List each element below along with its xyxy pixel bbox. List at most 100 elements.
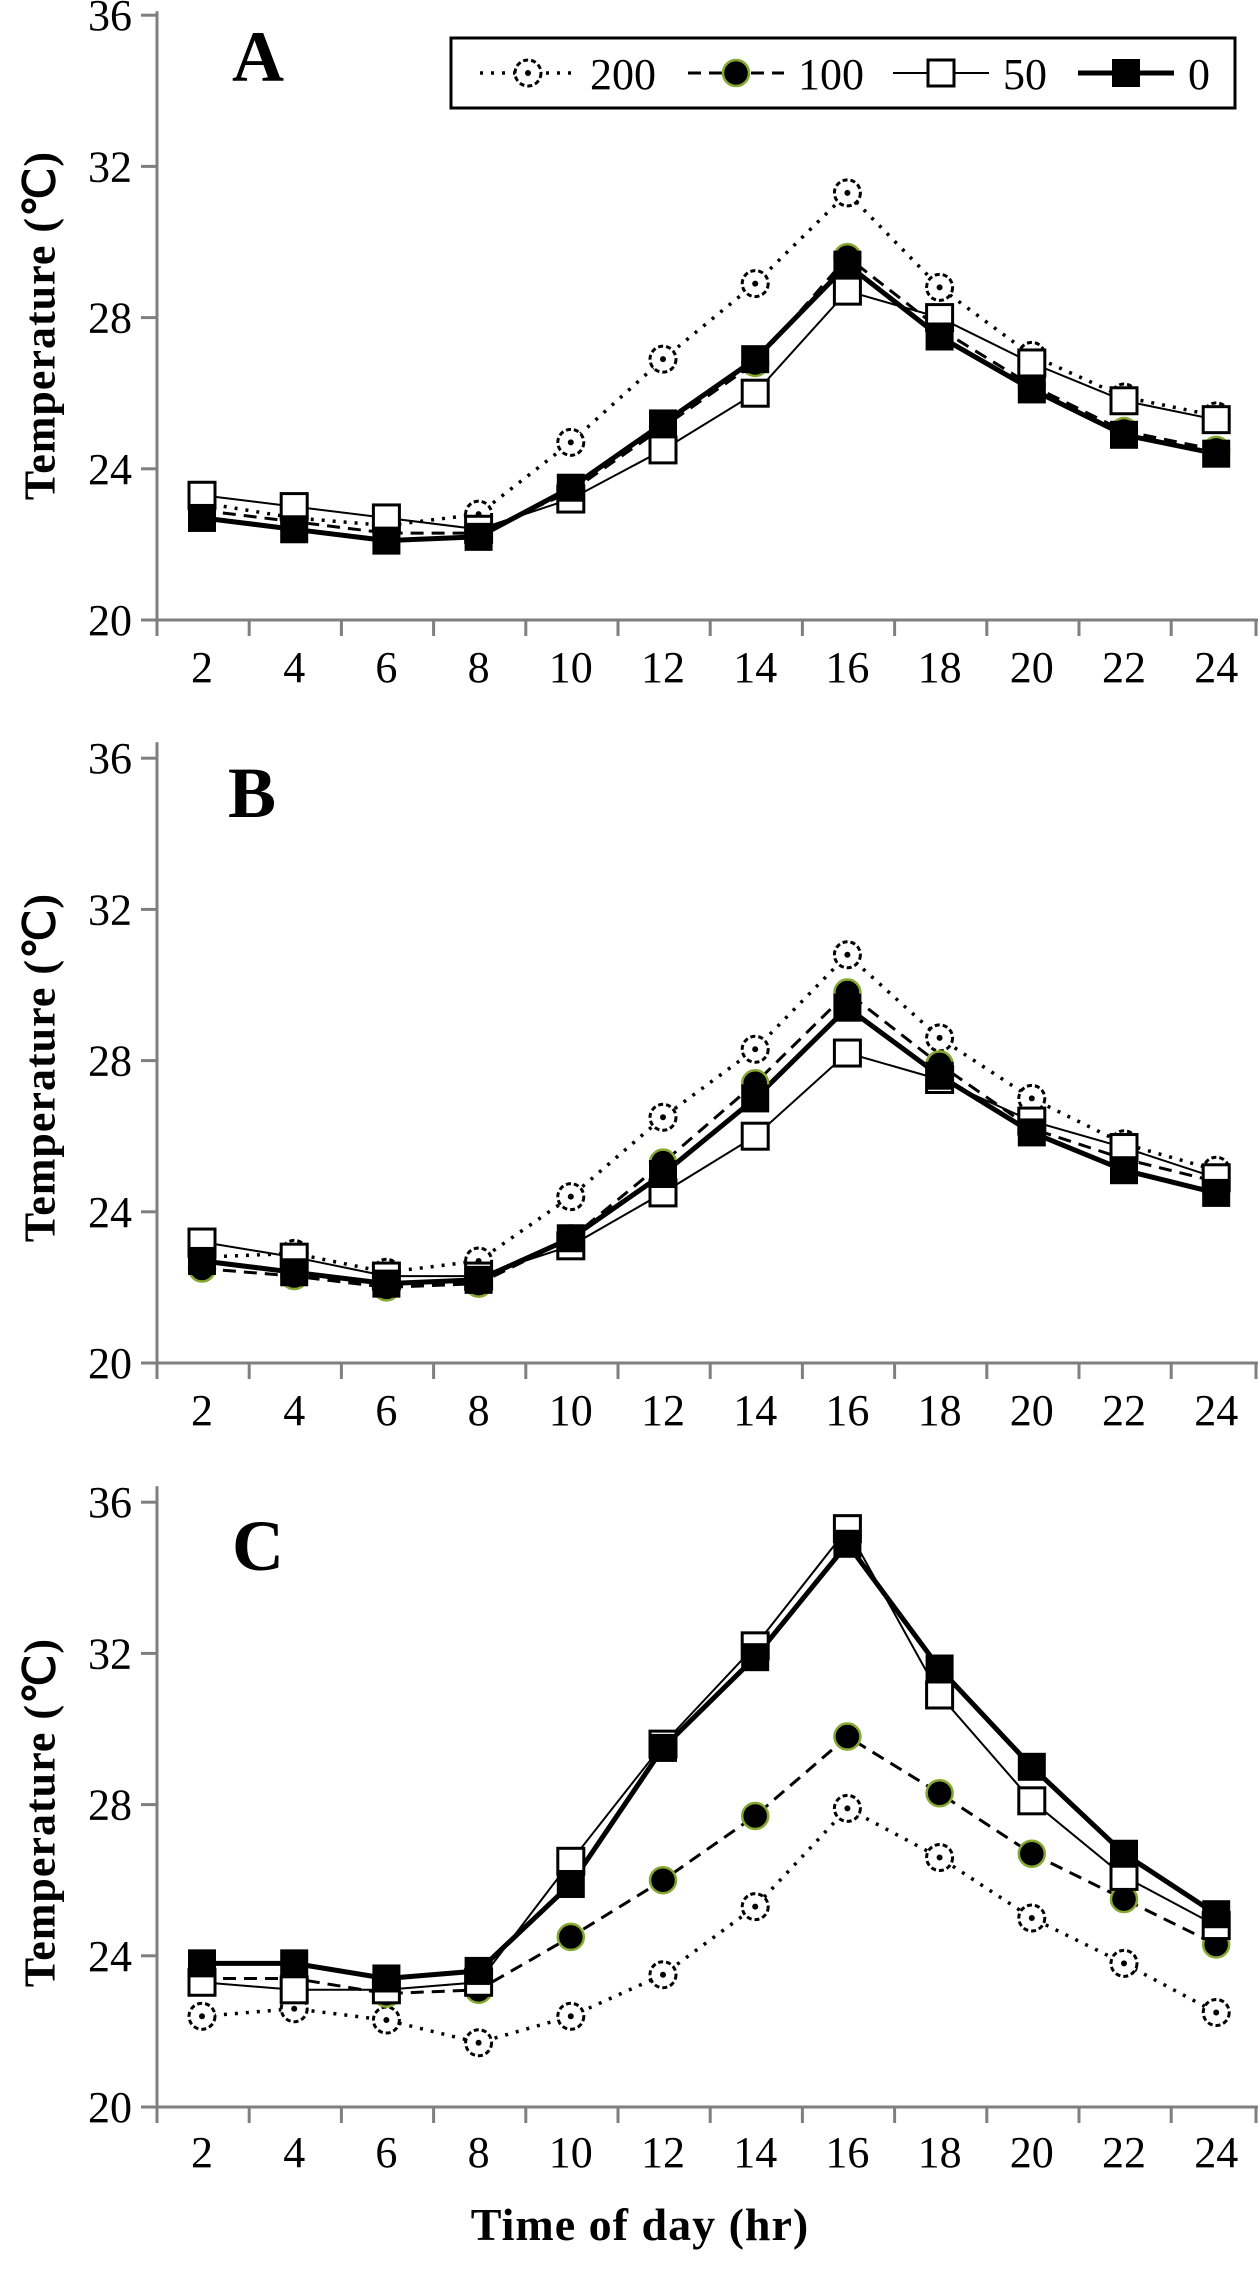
y-tick-label: 32 xyxy=(88,142,132,191)
marker-200-point-16 xyxy=(832,178,862,208)
y-tick-label: 32 xyxy=(88,1629,132,1678)
legend-item-50: 50 xyxy=(893,50,1047,99)
marker-50-point-16 xyxy=(832,1038,862,1068)
y-tick-label: 20 xyxy=(88,1339,132,1388)
series-line-100 xyxy=(202,1734,1217,1996)
marker-50-point-24 xyxy=(1201,405,1231,435)
marker-0-point-4 xyxy=(280,1258,309,1287)
marker-200-point-16 xyxy=(832,940,862,970)
y-tick-label: 20 xyxy=(88,596,132,645)
marker-200-point-6 xyxy=(371,2005,401,2035)
marker-200-point-14 xyxy=(740,269,770,299)
marker-200-point-14 xyxy=(740,1892,770,1922)
marker-50-point-10 xyxy=(556,1846,586,1876)
marker-100-point-18 xyxy=(925,1779,954,1808)
marker-0-point-20 xyxy=(1017,1118,1046,1147)
marker-0-point-16 xyxy=(833,250,862,279)
panel-letter-a: A xyxy=(232,17,284,97)
y-tick-label: 36 xyxy=(88,0,132,40)
marker-200-point-18 xyxy=(925,1843,955,1873)
marker-0-point-22 xyxy=(1110,1156,1138,1185)
marker-50-point-22 xyxy=(1109,386,1139,416)
y-tick-label: 36 xyxy=(88,734,132,783)
x-tick-label: 14 xyxy=(733,643,777,692)
legend-marker-0 xyxy=(1112,59,1140,87)
marker-200-point-2 xyxy=(187,2001,217,2031)
marker-200-point-18 xyxy=(925,1023,955,1053)
marker-50-point-18 xyxy=(925,1680,955,1710)
x-tick-label: 24 xyxy=(1194,2128,1238,2177)
x-tick-label: 8 xyxy=(468,2128,490,2177)
series-line-200 xyxy=(201,952,1217,1275)
marker-50-point-22 xyxy=(1109,1861,1139,1891)
marker-200-point-24 xyxy=(1201,1998,1231,2027)
marker-200-point-12 xyxy=(648,1102,678,1132)
series-line-200 xyxy=(201,1806,1218,2045)
x-tick-label: 2 xyxy=(191,643,213,692)
series-line-0 xyxy=(202,1539,1218,1982)
x-axis-title: Time of day (hr) xyxy=(470,2199,810,2250)
marker-0-point-12 xyxy=(649,409,677,438)
marker-0-point-6 xyxy=(372,526,401,555)
marker-0-point-10 xyxy=(556,1869,585,1898)
y-tick-label: 32 xyxy=(88,885,132,934)
x-tick-label: 6 xyxy=(375,2128,397,2177)
x-tick-label: 20 xyxy=(1010,1386,1054,1435)
marker-0-point-20 xyxy=(1017,375,1046,404)
y-tick-label: 24 xyxy=(88,1932,132,1981)
x-tick-label: 4 xyxy=(283,643,305,692)
y-tick-label: 28 xyxy=(88,294,132,343)
marker-100-point-12 xyxy=(648,1865,678,1895)
marker-0-point-16 xyxy=(833,993,862,1022)
x-tick-label: 6 xyxy=(375,643,397,692)
marker-200-point-16 xyxy=(832,1793,862,1823)
y-tick-label: 28 xyxy=(88,1781,132,1830)
x-tick-label: 2 xyxy=(191,2128,213,2177)
marker-0-point-12 xyxy=(649,1160,677,1188)
marker-0-point-22 xyxy=(1110,420,1138,449)
marker-200-point-20 xyxy=(1017,1903,1047,1933)
y-tick-label: 24 xyxy=(88,445,132,494)
x-tick-label: 14 xyxy=(733,2128,777,2177)
series-line-0 xyxy=(201,261,1217,544)
legend-label-100: 100 xyxy=(798,50,864,99)
x-tick-label: 20 xyxy=(1010,2128,1054,2177)
marker-200-point-22 xyxy=(1109,1948,1139,1978)
marker-100-point-16 xyxy=(833,1722,862,1751)
marker-0-point-4 xyxy=(280,515,309,544)
x-tick-label: 16 xyxy=(825,1386,869,1435)
y-tick-label: 36 xyxy=(88,1478,132,1527)
y-axis-title-panel-a: Temperature (℃) xyxy=(15,150,65,501)
marker-100-point-10 xyxy=(556,1922,586,1952)
series-line-100 xyxy=(201,255,1217,535)
marker-200-point-12 xyxy=(648,344,678,374)
marker-0-point-14 xyxy=(741,345,770,374)
y-tick-label: 24 xyxy=(88,1188,132,1237)
marker-100-point-14 xyxy=(740,1801,770,1831)
marker-50-point-14 xyxy=(740,1121,770,1151)
marker-0-point-24 xyxy=(1202,1178,1231,1207)
x-tick-label: 4 xyxy=(283,2128,305,2177)
marker-200-point-18 xyxy=(925,272,955,302)
series-line-0 xyxy=(201,1004,1217,1287)
legend-item-0: 0 xyxy=(1078,50,1210,99)
marker-200-point-14 xyxy=(740,1034,770,1064)
legend-item-200: 200 xyxy=(480,50,656,99)
marker-0-point-8 xyxy=(464,1956,493,1985)
x-tick-label: 18 xyxy=(918,643,962,692)
marker-0-point-18 xyxy=(925,1061,954,1090)
panel-letter-b: B xyxy=(228,753,277,833)
x-tick-label: 8 xyxy=(468,1386,490,1435)
marker-0-point-6 xyxy=(372,1964,401,1993)
marker-200-point-12 xyxy=(648,1960,678,1990)
x-tick-label: 16 xyxy=(825,643,869,692)
marker-0-point-24 xyxy=(1202,439,1231,468)
x-tick-label: 12 xyxy=(641,1386,685,1435)
marker-0-point-10 xyxy=(556,1224,585,1253)
marker-0-point-14 xyxy=(741,1643,770,1672)
